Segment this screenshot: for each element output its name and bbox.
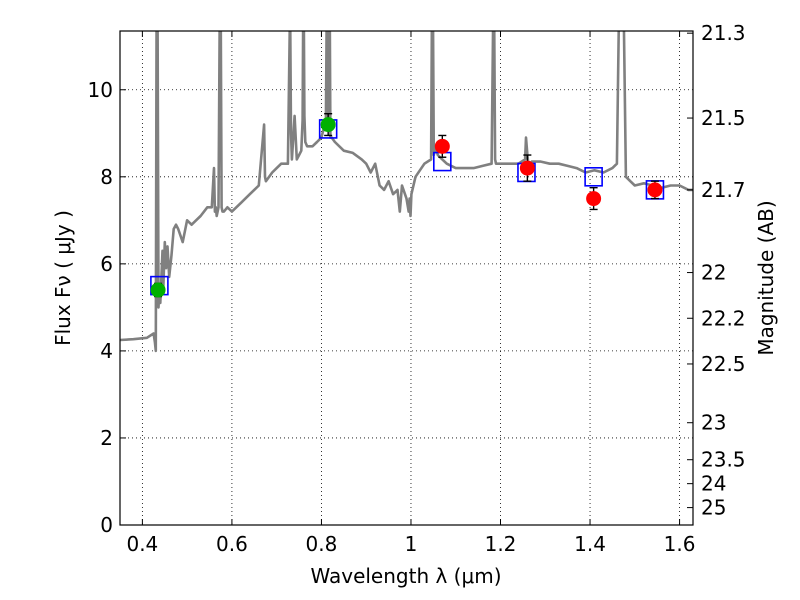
x-tick-label: 0.4	[126, 532, 158, 556]
ticks: 0.4 0.6 0.8 1 1.2 1.4 1.6024681021.321.521.722…	[88, 21, 746, 556]
right-tick-label: 22	[701, 261, 726, 285]
x-tick-label: 0.6	[216, 532, 248, 556]
green-point	[150, 282, 166, 298]
plot-background	[120, 31, 693, 525]
right-tick-label: 21.3	[701, 21, 746, 45]
y-tick-label: 2	[100, 426, 113, 450]
red-point	[586, 191, 602, 207]
red-point	[434, 138, 450, 154]
right-tick-label: 21.5	[701, 106, 746, 130]
x-axis-label: Wavelength λ (μm)	[310, 564, 501, 588]
right-tick-label: 23	[701, 411, 726, 435]
x-tick-label: 1.2	[485, 532, 517, 556]
green-point	[320, 117, 336, 133]
right-axis-label: Magnitude (AB)	[754, 200, 778, 355]
plot-frame	[119, 30, 694, 526]
y-tick-label: 10	[88, 78, 113, 102]
x-tick-label: 1	[405, 532, 418, 556]
y-tick-label: 4	[100, 339, 113, 363]
x-tick-label: 1.4	[574, 532, 606, 556]
red-point	[519, 160, 535, 176]
right-tick-label: 23.5	[701, 448, 746, 472]
right-tick-label: 22.2	[701, 306, 746, 330]
y-axis-label: Flux Fν ( μJy )	[51, 210, 75, 346]
right-tick-label: 21.7	[701, 178, 746, 202]
x-tick-label: 0.8	[306, 532, 338, 556]
y-tick-label: 0	[100, 513, 113, 537]
red-point	[647, 182, 663, 198]
x-tick-label: 1.6	[664, 532, 696, 556]
data-layer	[120, 31, 693, 353]
model-box-marker	[584, 167, 603, 187]
right-tick-label: 25	[701, 496, 726, 520]
right-tick-label: 24	[701, 472, 726, 496]
y-tick-label: 8	[100, 165, 113, 189]
y-tick-label: 6	[100, 252, 113, 276]
right-tick-label: 22.5	[701, 352, 746, 376]
